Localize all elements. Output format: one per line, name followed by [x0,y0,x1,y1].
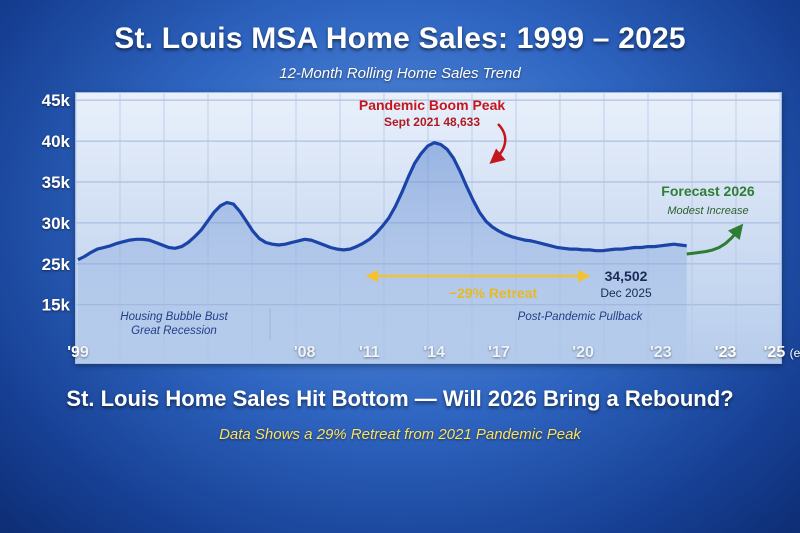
y-tick-label: 25k [42,255,71,274]
forecast-line [686,223,744,256]
series-line [77,141,687,262]
y-tick-label: 15k [42,296,71,315]
footer-headline: St. Louis Home Sales Hit Bottom — Will 2… [66,386,734,411]
current-value-label: 34,502 [605,268,648,284]
forecast-title: Forecast 2026 [661,183,755,199]
forecast-note: Modest Increase [667,205,748,217]
region-right-label: Post-Pandemic Pullback [518,311,644,323]
chart-subtitle: 12-Month Rolling Home Sales Trend [279,65,521,82]
y-tick-label: 40k [42,132,71,151]
peak-annotation-title: Pandemic Boom Peak [359,97,505,113]
y-tick-label: 45k [42,91,71,110]
y-tick-label: 35k [42,173,71,192]
x-tick-label: '23 [715,344,737,361]
current-date-label: Dec 2025 [600,286,652,300]
x-tick-label: '25 (est.) [764,344,800,361]
region-left-label-1: Housing Bubble Bust [120,311,228,323]
y-tick-label: 30k [42,214,71,233]
chart-title: St. Louis MSA Home Sales: 1999 – 2025 [114,22,686,55]
peak-arrow [489,123,507,164]
series-area [78,142,687,362]
footer-subheadline: Data Shows a 29% Retreat from 2021 Pande… [219,426,581,443]
retreat-label: −29% Retreat [449,285,538,301]
region-left-label-2: Great Recession [131,325,217,337]
y-axis: 45k 40k 35k 30k 25k 15k [42,91,71,315]
peak-annotation-detail: Sept 2021 48,633 [384,115,480,129]
